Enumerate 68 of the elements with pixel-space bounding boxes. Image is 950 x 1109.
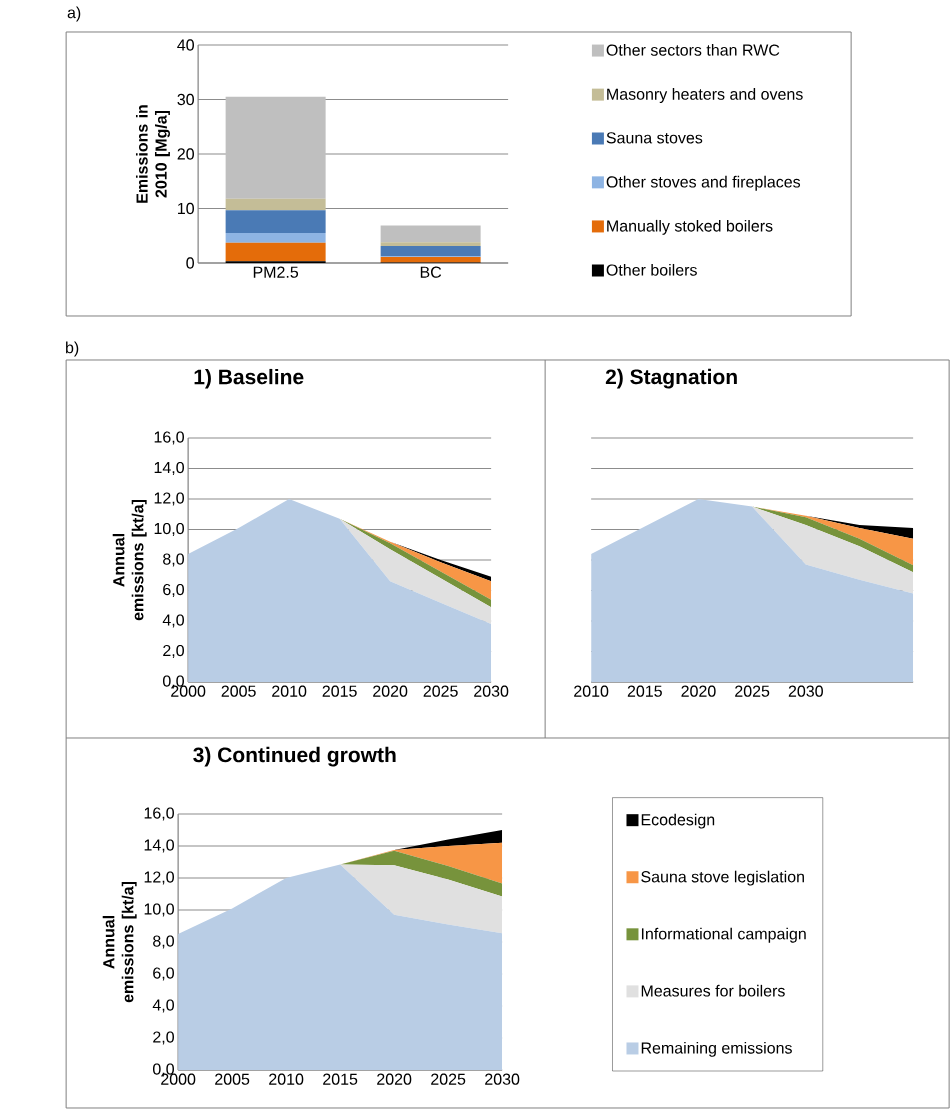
x-tick-label: 2020 — [681, 685, 716, 697]
x-tick-label: 2010 — [269, 1073, 304, 1085]
y-tick-label: 6,0 — [163, 583, 184, 598]
text: a) — [67, 6, 81, 22]
bar — [380, 246, 481, 257]
legend-label: Other boilers — [606, 263, 697, 276]
y-tick-label: 10,0 — [154, 522, 184, 537]
bar — [225, 210, 326, 234]
bar — [380, 257, 481, 263]
bar — [225, 198, 326, 211]
y-tick-label: 8,0 — [163, 553, 184, 567]
x-tick-label: 2025 — [423, 685, 458, 697]
x-tick-label: 2005 — [221, 685, 256, 697]
x-tick-label: 2030 — [485, 1073, 520, 1085]
y-tick-label: 10,0 — [144, 903, 174, 917]
text: b) — [65, 341, 79, 357]
y-tick-label: 6,0 — [153, 967, 174, 981]
y-tick-label: 4,0 — [152, 999, 174, 1013]
x-tick-label: BC — [420, 266, 442, 278]
bar — [225, 96, 326, 199]
y-axis-title: Annual emissions [kt/a] — [112, 499, 147, 621]
x-tick-label: 2020 — [377, 1073, 412, 1085]
y-tick-label: 0 — [186, 257, 194, 269]
legend-label: Manually stoked boilers — [607, 219, 773, 235]
legend-label: Informational campaign — [641, 927, 806, 943]
bar — [380, 242, 481, 247]
chart-title: 3) Continued growth — [193, 746, 396, 767]
legend-label: Sauna stoves — [606, 132, 703, 144]
x-tick-label: 2005 — [215, 1073, 250, 1085]
legend-label: Masonry heaters and ovens — [607, 88, 803, 104]
y-tick-label: 16,0 — [144, 807, 174, 821]
legend-label: Measures for boilers — [641, 984, 785, 997]
y-tick-label: 14,0 — [144, 839, 174, 853]
x-tick-label: 2025 — [431, 1073, 466, 1085]
y-axis-title: Annual emissions [kt/a] — [102, 881, 137, 1003]
x-tick-label: PM2.5 — [253, 266, 299, 278]
x-tick-label: 2025 — [735, 685, 770, 697]
x-tick-label: 2015 — [627, 685, 662, 697]
x-tick-label: 2030 — [474, 685, 509, 697]
x-tick-label: 2020 — [373, 685, 408, 697]
y-tick-label: 30 — [177, 93, 194, 106]
y-axis-title: Emissions in 2010 [Mg/a] — [135, 105, 170, 203]
y-tick-label: 20 — [177, 148, 194, 160]
chart-title: 1) Baseline — [194, 368, 304, 389]
bar — [225, 242, 326, 262]
x-tick-label: 2030 — [788, 685, 823, 697]
x-tick-label: 2010 — [574, 685, 609, 697]
x-tick-label: 2015 — [322, 685, 357, 697]
y-tick-label: 40 — [177, 39, 194, 51]
y-tick-label: 12,0 — [144, 871, 174, 885]
x-tick-label: 2010 — [272, 685, 307, 697]
chart-title: 2) Stagnation — [605, 368, 737, 389]
y-tick-label: 12,0 — [154, 492, 184, 506]
legend-label: Other stoves and fireplaces — [606, 175, 800, 191]
y-tick-label: 4,0 — [162, 614, 184, 628]
y-tick-label: 10 — [177, 202, 194, 215]
bar — [225, 233, 326, 243]
legend-label: Ecodesign — [641, 813, 715, 829]
legend-label: Sauna stove legislation — [641, 870, 804, 886]
x-tick-label: 2015 — [323, 1073, 358, 1085]
legend-label: Other sectors than RWC — [606, 44, 780, 56]
y-tick-label: 14,0 — [154, 461, 184, 476]
y-tick-label: 8,0 — [153, 935, 174, 949]
legend-label: Remaining emissions — [641, 1041, 792, 1057]
bar — [380, 225, 481, 243]
y-tick-label: 16,0 — [154, 431, 184, 445]
y-tick-label: 2,0 — [153, 1031, 174, 1045]
y-tick-label: 2,0 — [163, 644, 184, 659]
